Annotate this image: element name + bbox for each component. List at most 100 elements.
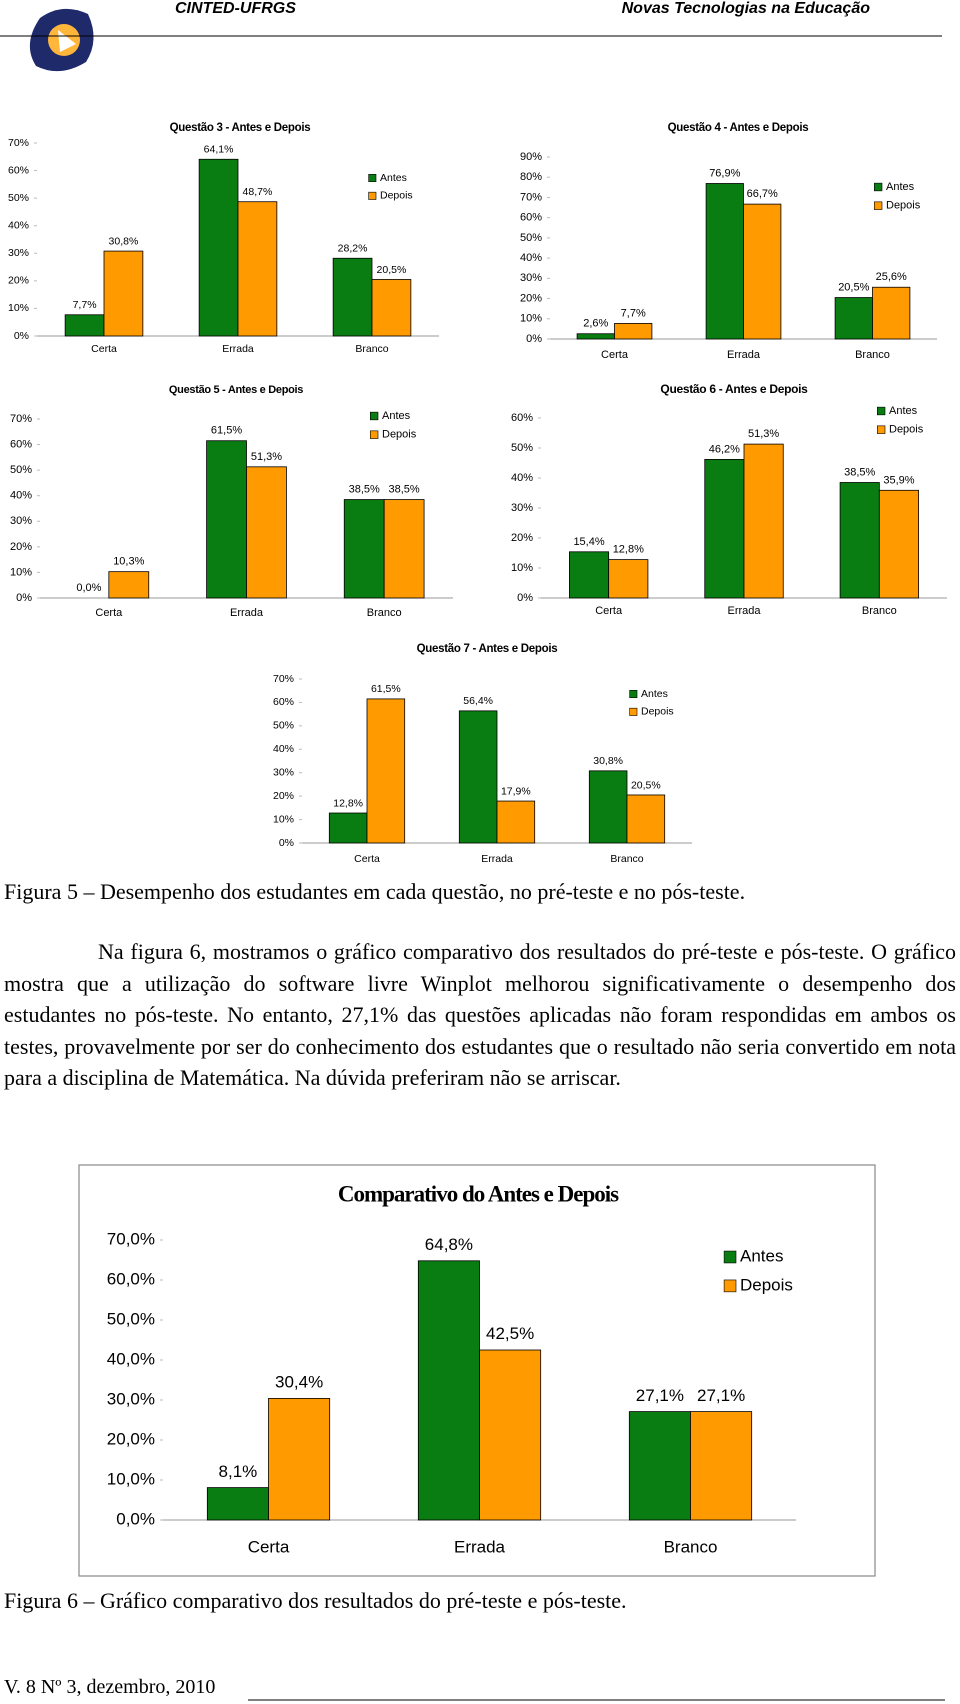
value-label: 28,2% xyxy=(338,243,368,255)
y-tick-label: 60,0% xyxy=(107,1269,155,1288)
y-tick-label: 40% xyxy=(10,490,32,502)
bar xyxy=(626,794,666,844)
y-tick-label: 10% xyxy=(511,562,533,574)
legend-swatch xyxy=(876,425,886,434)
bar xyxy=(198,158,239,337)
legend-swatch xyxy=(723,1250,737,1264)
x-tick-label: Branco xyxy=(367,607,402,619)
bar xyxy=(878,489,919,599)
bar xyxy=(479,1349,542,1521)
legend-swatch xyxy=(876,406,886,416)
value-label: 56,4% xyxy=(463,695,493,707)
value-label: 7,7% xyxy=(73,299,97,311)
value-label: 2,6% xyxy=(583,318,608,330)
bar xyxy=(704,458,745,599)
value-label: 27,1% xyxy=(697,1386,745,1405)
value-label: 42,5% xyxy=(486,1324,534,1343)
legend-label: Depois xyxy=(382,429,417,441)
y-tick-label: 0,0% xyxy=(116,1509,155,1528)
y-tick-label: 50% xyxy=(8,192,29,204)
x-tick-label: Branco xyxy=(664,1537,718,1556)
x-tick-label: Certa xyxy=(91,343,117,355)
y-tick-label: 0% xyxy=(279,837,294,849)
chart-title: Questão 3 - Antes e Depois xyxy=(170,122,311,134)
bar xyxy=(371,279,412,337)
value-label: 15,4% xyxy=(573,536,604,548)
y-tick-label: 70% xyxy=(273,673,294,685)
legend-swatch xyxy=(723,1279,737,1293)
bar xyxy=(705,183,744,340)
logo xyxy=(29,8,94,72)
y-tick-label: 70% xyxy=(8,137,29,149)
bar xyxy=(458,710,498,844)
value-label: 27,1% xyxy=(636,1386,684,1405)
chart-title: Questão 7 - Antes e Depois xyxy=(417,643,558,655)
bar xyxy=(569,551,610,599)
x-tick-label: Errada xyxy=(727,605,761,617)
y-tick-label: 50,0% xyxy=(107,1309,155,1328)
value-label: 35,9% xyxy=(883,474,914,486)
bar xyxy=(743,203,782,340)
bar xyxy=(872,286,911,340)
value-label: 12,8% xyxy=(613,544,644,556)
value-label: 30,4% xyxy=(275,1373,323,1392)
x-tick-label: Errada xyxy=(481,853,513,865)
y-tick-label: 40% xyxy=(511,472,533,484)
y-tick-label: 20% xyxy=(10,541,32,553)
y-tick-label: 70% xyxy=(10,413,32,425)
chart-title: Questão 5 - Antes e Depois xyxy=(169,384,303,396)
x-tick-label: Branco xyxy=(355,343,388,355)
footer: V. 8 Nº 3, dezembro, 2010 xyxy=(4,1676,216,1698)
y-tick-label: 40,0% xyxy=(107,1349,155,1368)
y-tick-label: 10,0% xyxy=(107,1469,155,1488)
value-label: 30,8% xyxy=(109,235,139,247)
bar xyxy=(743,443,784,599)
y-tick-label: 70% xyxy=(520,191,542,203)
value-label: 25,6% xyxy=(876,271,907,283)
legend-swatch xyxy=(368,174,377,182)
legend-label: Antes xyxy=(641,688,668,700)
value-label: 7,7% xyxy=(621,307,646,319)
y-tick-label: 50% xyxy=(511,442,533,454)
y-tick-label: 40% xyxy=(273,743,294,755)
y-tick-label: 0% xyxy=(16,592,32,604)
bar xyxy=(366,698,406,844)
y-tick-label: 20% xyxy=(520,292,542,304)
bar xyxy=(839,482,880,599)
y-tick-label: 30% xyxy=(520,272,542,284)
header-left: CINTED-UFRGS xyxy=(175,0,296,17)
y-tick-label: 30% xyxy=(273,766,294,778)
bar xyxy=(576,333,615,340)
value-label: 64,1% xyxy=(204,144,234,156)
value-label: 61,5% xyxy=(211,425,242,437)
x-tick-label: Branco xyxy=(855,349,890,361)
y-tick-label: 0% xyxy=(14,330,29,342)
paragraph: Na figura 6, mostramos o gráfico compara… xyxy=(4,939,956,1091)
y-tick-label: 50% xyxy=(520,232,542,244)
value-label: 76,9% xyxy=(709,167,740,179)
value-label: 20,5% xyxy=(377,264,407,276)
y-tick-label: 40% xyxy=(520,252,542,264)
value-label: 10,3% xyxy=(113,556,144,568)
legend-label: Antes xyxy=(382,410,411,422)
y-tick-label: 50% xyxy=(10,464,32,476)
legend-label: Depois xyxy=(380,190,413,202)
x-tick-label: Branco xyxy=(610,853,643,865)
bar xyxy=(328,812,368,844)
value-label: 48,7% xyxy=(243,186,273,198)
y-tick-label: 20% xyxy=(273,790,294,802)
legend-swatch xyxy=(369,411,379,421)
x-tick-label: Branco xyxy=(862,605,897,617)
bar xyxy=(343,499,385,599)
value-label: 51,3% xyxy=(251,451,282,463)
bar xyxy=(628,1411,691,1521)
bar xyxy=(64,314,105,337)
bar xyxy=(496,800,536,844)
bar xyxy=(588,770,628,844)
legend-label: Antes xyxy=(380,172,407,184)
chart-title: Comparativo do Antes e Depois xyxy=(338,1181,619,1206)
legend-label: Depois xyxy=(886,200,921,212)
y-tick-label: 60% xyxy=(520,212,542,224)
